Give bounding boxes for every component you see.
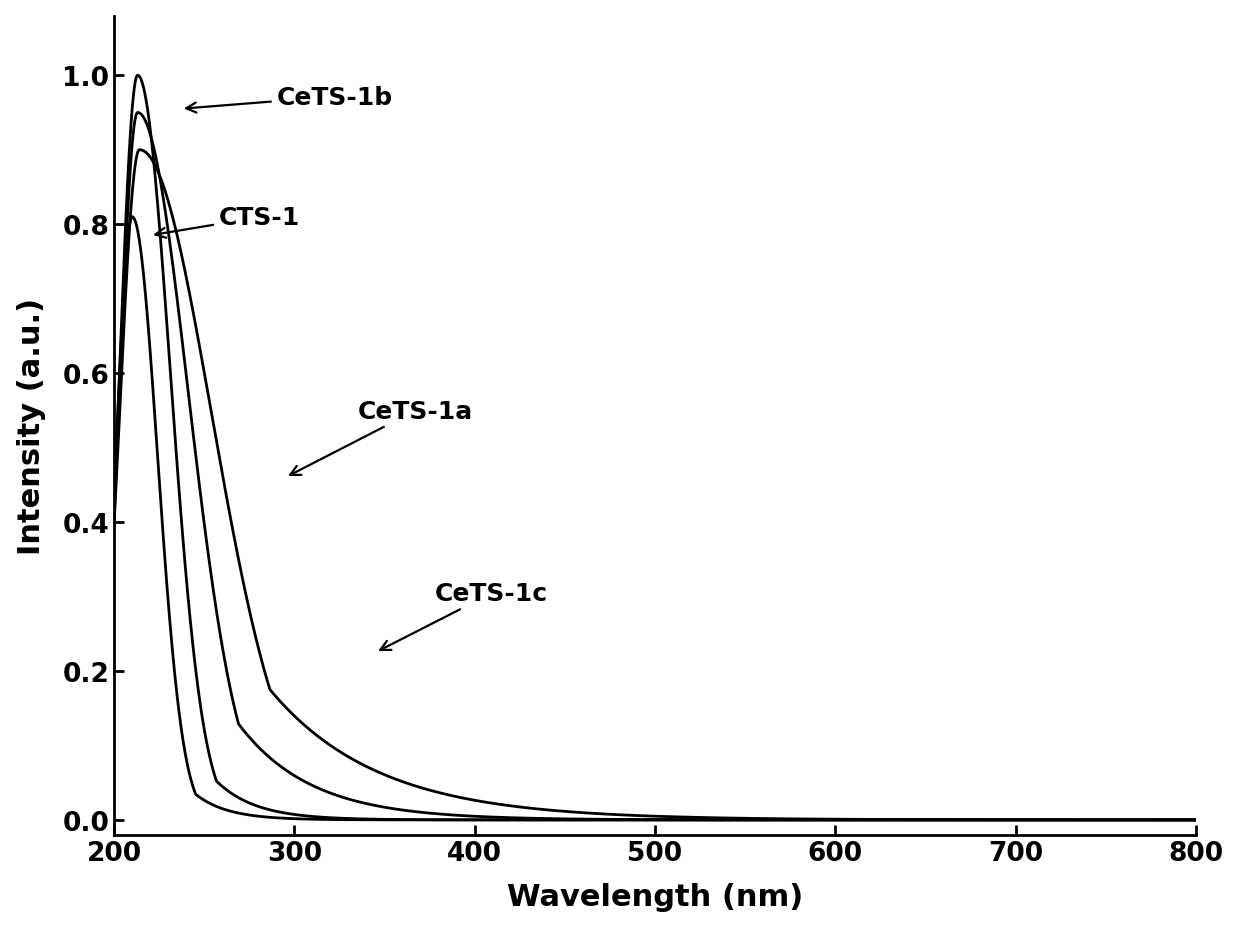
Y-axis label: Intensity (a.u.): Intensity (a.u.): [16, 297, 46, 554]
Text: CeTS-1c: CeTS-1c: [381, 582, 548, 651]
Text: CeTS-1a: CeTS-1a: [290, 399, 472, 475]
X-axis label: Wavelength (nm): Wavelength (nm): [507, 883, 804, 911]
Text: CeTS-1b: CeTS-1b: [186, 85, 393, 113]
Text: CTS-1: CTS-1: [155, 206, 300, 238]
